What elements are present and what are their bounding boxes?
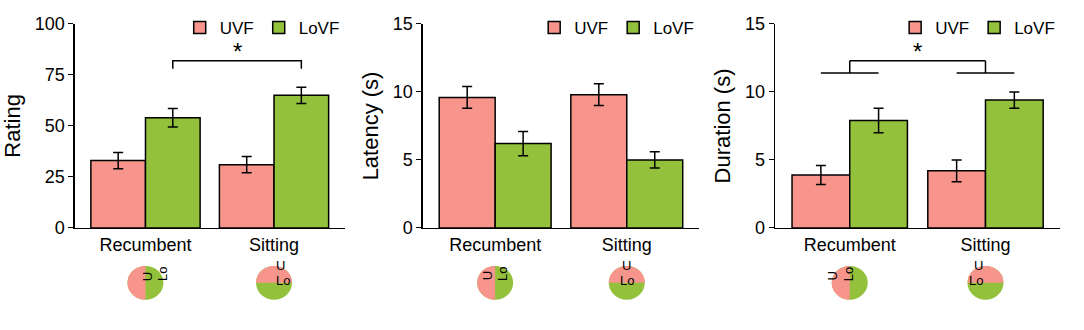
svg-text:Rating: Rating — [0, 94, 25, 158]
svg-text:0: 0 — [403, 218, 413, 238]
svg-text:U: U — [622, 258, 631, 273]
svg-text:0: 0 — [55, 218, 65, 238]
svg-text:U: U — [140, 272, 155, 281]
svg-text:Lo: Lo — [495, 267, 510, 281]
svg-text:5: 5 — [755, 150, 765, 170]
svg-text:25: 25 — [45, 167, 65, 187]
svg-text:U: U — [825, 271, 840, 280]
svg-text:U: U — [276, 258, 285, 273]
svg-text:Recumbent: Recumbent — [804, 235, 896, 255]
svg-text:Sitting: Sitting — [602, 235, 652, 255]
svg-text:UVF: UVF — [935, 19, 969, 38]
svg-text:U: U — [480, 271, 495, 280]
svg-text:0: 0 — [755, 218, 765, 238]
svg-text:Sitting: Sitting — [960, 235, 1010, 255]
svg-text:LoVF: LoVF — [653, 19, 694, 38]
svg-text:UVF: UVF — [574, 19, 608, 38]
svg-text:Duration (s): Duration (s) — [710, 68, 735, 183]
svg-text:*: * — [233, 38, 242, 65]
svg-text:50: 50 — [45, 116, 65, 136]
svg-text:10: 10 — [393, 82, 413, 102]
svg-text:U: U — [974, 258, 983, 273]
svg-text:75: 75 — [45, 65, 65, 85]
svg-text:15: 15 — [745, 14, 765, 34]
svg-text:Lo: Lo — [155, 266, 170, 280]
svg-text:Recumbent: Recumbent — [99, 235, 191, 255]
svg-text:Latency (s): Latency (s) — [358, 72, 383, 181]
svg-text:100: 100 — [35, 14, 65, 34]
svg-text:UVF: UVF — [220, 19, 254, 38]
svg-text:10: 10 — [745, 82, 765, 102]
svg-text:Sitting: Sitting — [249, 235, 299, 255]
svg-text:*: * — [913, 38, 922, 65]
svg-text:LoVF: LoVF — [1014, 19, 1055, 38]
svg-text:Lo: Lo — [969, 273, 983, 288]
svg-text:Recumbent: Recumbent — [449, 235, 541, 255]
svg-text:LoVF: LoVF — [299, 19, 340, 38]
svg-text:Lo: Lo — [841, 267, 856, 281]
svg-text:5: 5 — [403, 150, 413, 170]
svg-text:15: 15 — [393, 14, 413, 34]
svg-text:Lo: Lo — [620, 273, 634, 288]
svg-text:Lo: Lo — [276, 273, 290, 288]
